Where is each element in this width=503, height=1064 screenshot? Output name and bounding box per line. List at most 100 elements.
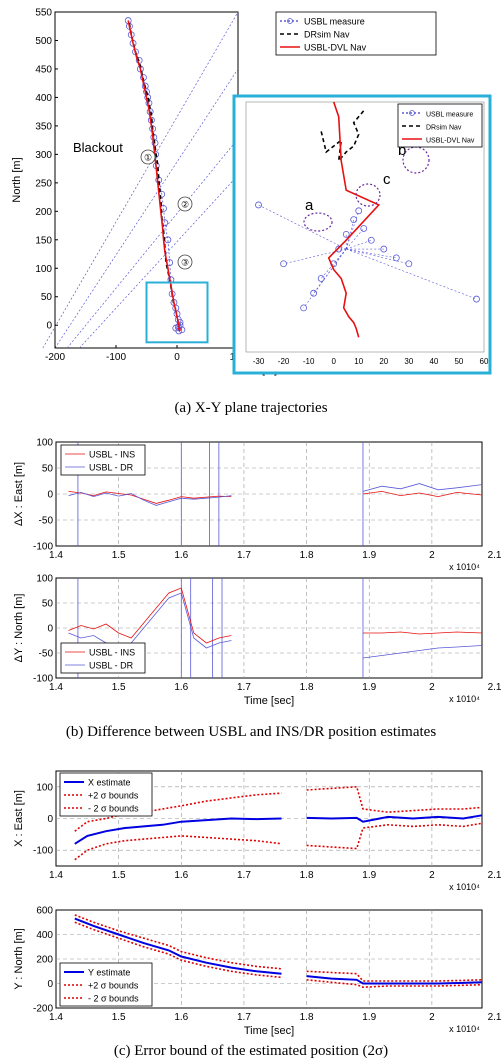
inset-usbl-point [360,225,368,232]
c-bottom-legend-label: Y estimate [88,968,130,978]
inset-legend-marker [409,110,415,116]
c-bottom-y-tick-label: 400 [36,930,53,941]
b-top-series-line [362,483,483,492]
b-bottom-x-tick-label: 1.8 [300,682,314,693]
inset-usbl-point [392,254,400,262]
b-top-legend-label: USBL - INS [89,450,135,460]
y-tick-label-a: 400 [35,93,52,104]
inset-usbl-spoke [346,239,372,250]
blackout-label: Blackout [73,140,123,155]
y-tick-label-a: 450 [35,64,52,75]
inset-annotation-label: a [305,197,314,214]
b-top-x-scale: x 1010⁴ [449,562,480,572]
b-bottom-x-tick-label: 1.4 [49,682,63,693]
inset-usbl-point [342,230,350,238]
c-top-series-line [74,835,282,861]
c-bottom-series-line [74,914,282,970]
inset-usbl-point [255,201,262,209]
inset-legend-label: USBL-DVL Nav [426,138,475,145]
inset-annotation-label: c [383,171,391,188]
c-bottom-y-tick-label: 0 [47,979,53,990]
b-top-series-line [68,491,232,506]
inset-usbl-spoke [345,210,360,250]
caption-c: (c) Error bound of the estimated positio… [114,1043,388,1059]
stage-marker [140,149,156,165]
b-top-x-tick-label: 1.9 [362,550,376,561]
b-bottom-legend-label: USBL - INS [89,648,135,658]
inset-usbl-spoke [346,248,409,265]
y-tick-label-a: 350 [35,121,52,132]
c-top-legend-label: +2 σ bounds [88,791,139,801]
c-top-legend-box [59,772,153,817]
b-top-y-tick-label: 50 [42,464,54,475]
c-bottom-x-tick-label: 2 [429,1012,435,1023]
y-tick-label-a: 200 [35,207,52,218]
c-bottom-x-tick-label: 1.4 [49,1012,63,1023]
b-bottom-x-tick-label: 2 [429,682,435,693]
b-bottom-y-tick-label: -50 [39,649,54,660]
c-top-x-tick-label: 2.1 [488,870,502,881]
zoom-highlight-box [145,281,209,344]
c-top-x-tick-label: 1.4 [49,870,63,881]
inset-x-tick-label: 30 [404,357,413,366]
usbl-measure-point-a [151,139,159,147]
c-top-series-line [306,814,483,823]
b-bottom-series-line [362,645,483,659]
inset-x-tick-label: 20 [379,357,388,366]
b-top-x-tick-label: 1.8 [300,550,314,561]
inset-usbl-point [280,260,287,268]
x-tick-label-a: -100 [106,352,126,363]
inset-usbl-spoke [345,228,364,250]
inset-usbl-spoke [346,248,397,259]
c-bottom-legend-label: - 2 σ bounds [88,994,139,1004]
inset-usbl-spoke [346,248,477,300]
inset-usbl-point [380,245,388,253]
inset-legend-label: USBL measure [426,112,473,119]
b-bottom-x-tick-label: 1.6 [174,682,188,693]
stage-marker [177,196,193,212]
inset-usbl-point [310,289,318,297]
inset-x-tick-label: 40 [429,357,438,366]
c-bottom-series-line [306,970,483,982]
c-bottom-x-scale: x 1010⁴ [449,1024,480,1034]
c-bottom-x-axis-label: Time [sec] [244,1025,294,1037]
b-top-series-line [68,491,232,504]
c-bottom-series-line [306,979,483,989]
y-tick-label-a: 0 [46,321,52,332]
b-bottom-x-axis-label: Time [sec] [244,695,294,707]
c-top-y-axis-label: X : East [m] [13,790,25,847]
c-top-y-tick-label: 0 [47,814,53,825]
usbl-measure-line-a [127,20,183,332]
c-top-series-line [74,792,282,832]
b-bottom-legend-box [60,642,146,674]
c-top-series-line [306,785,483,814]
stage-marker-label: ② [181,200,189,210]
inset-x-tick-label: -10 [303,357,315,366]
inset-usbl-spoke [320,248,347,279]
b-bottom-x-tick-label: 1.9 [362,682,376,693]
inset-usbl-point [473,295,480,303]
inset-plot-frame [245,101,485,353]
b-bottom-series-line [68,592,232,651]
inset-usbl-point [405,260,413,268]
b-bottom-x-scale: x 1010⁴ [449,694,480,704]
b-bottom-series-line [68,587,232,644]
b-bottom-y-tick-label: -100 [33,674,53,685]
c-bottom-y-tick-label: 600 [36,906,53,917]
inset-drsim-nav-line [320,110,365,164]
stage-marker-label: ① [144,153,152,163]
stage-marker-label: ③ [181,258,189,268]
c-bottom-y-tick-label: -200 [33,1004,53,1015]
y-tick-label-a: 100 [35,264,52,275]
b-top-legend-label: USBL - DR [89,463,134,473]
c-bottom-x-tick-label: 1.9 [362,1012,376,1023]
inset-usbl-spoke [283,248,347,265]
inset-usbl-point [317,275,325,282]
inset-x-tick-label: 10 [354,357,363,366]
b-top-x-tick-label: 1.6 [174,550,188,561]
c-top-x-scale: x 1010⁴ [449,882,480,892]
b-top-y-tick-label: -100 [33,542,53,553]
c-top-series-line [74,817,282,845]
c-bottom-x-tick-label: 1.6 [174,1012,188,1023]
inset-legend-label: DRsim Nav [426,125,462,132]
